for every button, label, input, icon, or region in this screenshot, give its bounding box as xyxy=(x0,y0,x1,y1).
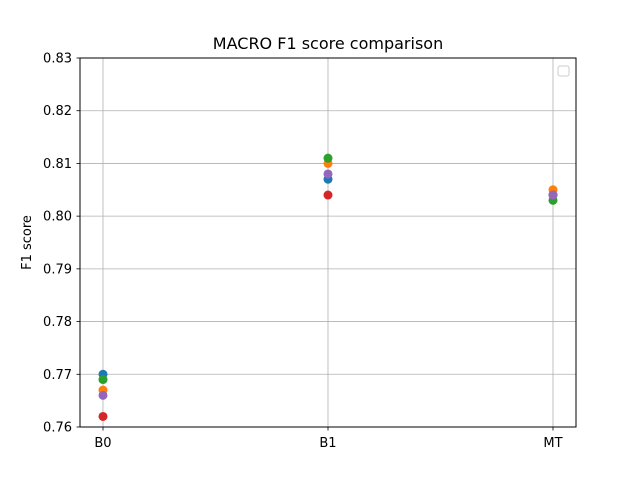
x-axis-ticks: B0 B1 MT xyxy=(94,427,563,451)
legend-box xyxy=(557,65,570,77)
data-point xyxy=(98,375,108,385)
data-point xyxy=(548,190,558,200)
x-tick-label: B1 xyxy=(319,436,336,451)
y-tick-label: 0.78 xyxy=(43,315,72,330)
data-point xyxy=(323,169,333,179)
data-point xyxy=(323,190,333,200)
y-axis-label: F1 score xyxy=(20,215,35,270)
y-tick-label: 0.77 xyxy=(43,368,72,383)
y-tick-label: 0.80 xyxy=(43,210,72,225)
y-tick-label: 0.83 xyxy=(43,52,72,67)
y-tick-label: 0.76 xyxy=(43,421,72,436)
y-tick-label: 0.81 xyxy=(43,157,72,172)
x-tick-label: B0 xyxy=(94,436,111,451)
y-tick-label: 0.82 xyxy=(43,104,72,119)
x-tick-label: MT xyxy=(543,436,562,451)
y-tick-label: 0.79 xyxy=(43,262,72,277)
data-point xyxy=(98,411,108,421)
data-point xyxy=(323,153,333,163)
data-point xyxy=(98,390,108,400)
data-points xyxy=(98,153,558,421)
y-axis-ticks: 0.76 0.77 0.78 0.79 0.80 0.81 0.82 0.83 xyxy=(43,52,80,436)
chart-title: MACRO F1 score comparison xyxy=(213,34,443,53)
